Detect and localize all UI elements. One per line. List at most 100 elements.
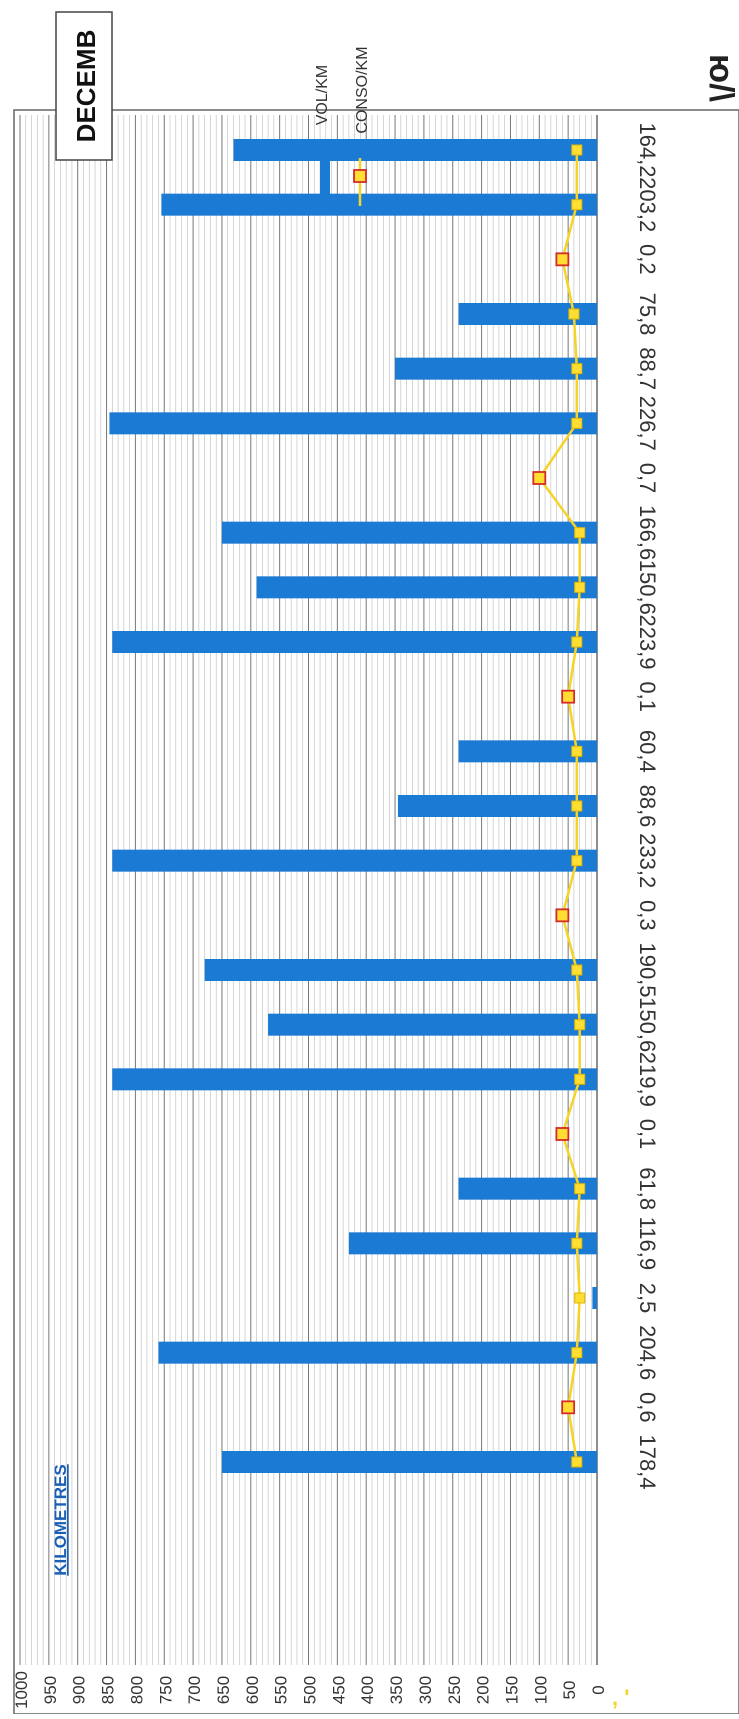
bar bbox=[112, 631, 597, 653]
bar bbox=[256, 576, 597, 599]
line-point bbox=[555, 908, 570, 923]
tick-labels-layer: 0 50 100 150 200 250 300 350 400 450 500 550 600 650 7… bbox=[12, 1671, 608, 1709]
category-label: 0,2 bbox=[635, 244, 660, 275]
category-label: 178,4 bbox=[635, 1434, 660, 1489]
line-point bbox=[571, 964, 583, 976]
tick-label: 150 bbox=[502, 1676, 521, 1704]
bar bbox=[458, 303, 597, 325]
category-label: 88,6 bbox=[635, 785, 660, 828]
category-label: 219,9 bbox=[635, 1052, 660, 1107]
tick-label: 50 bbox=[560, 1681, 579, 1700]
line-point bbox=[555, 1127, 570, 1141]
chart-title: DECEMB bbox=[71, 30, 101, 143]
axis-title: KILOMETRES bbox=[51, 1464, 70, 1575]
line-point bbox=[574, 527, 586, 539]
category-labels-layer: 178,40,6204,62,5116,961,80,1219,9150,619… bbox=[635, 122, 660, 1489]
category-label: 0,6 bbox=[635, 1392, 660, 1423]
category-label: 233,2 bbox=[635, 833, 660, 888]
bar bbox=[458, 740, 597, 763]
legend-vol-label: VOL/KM bbox=[314, 65, 331, 125]
tick-label: 800 bbox=[127, 1676, 146, 1704]
category-label: 61,8 bbox=[635, 1167, 660, 1210]
bar bbox=[348, 1232, 597, 1255]
category-label: 223,9 bbox=[635, 614, 660, 669]
category-label: 203,2 bbox=[635, 177, 660, 232]
line-point bbox=[571, 363, 583, 375]
bar bbox=[221, 1451, 597, 1473]
line-point bbox=[571, 417, 583, 429]
tick-label: 0 bbox=[589, 1685, 608, 1694]
category-label: 2,5 bbox=[635, 1283, 660, 1314]
line-point bbox=[571, 855, 583, 867]
category-label: 204,6 bbox=[635, 1325, 660, 1380]
category-label: 150,6 bbox=[635, 560, 660, 615]
line-point bbox=[571, 800, 583, 812]
tick-label: 650 bbox=[214, 1676, 233, 1704]
line-point bbox=[571, 1456, 583, 1468]
title-box bbox=[55, 11, 113, 161]
bar bbox=[221, 521, 597, 544]
line-point bbox=[571, 636, 583, 648]
tick-label: 400 bbox=[358, 1676, 377, 1704]
tick-label: 900 bbox=[70, 1676, 89, 1704]
category-label: 60,4 bbox=[635, 730, 660, 773]
tick-label: 200 bbox=[474, 1676, 493, 1704]
corner-text: ю/\ bbox=[702, 54, 739, 102]
tick-label: 750 bbox=[156, 1676, 175, 1704]
legend-conso-label: CONSO/KM bbox=[354, 46, 371, 133]
category-label: 0,3 bbox=[635, 900, 660, 931]
line-point bbox=[568, 308, 580, 320]
tick-label: 350 bbox=[387, 1676, 406, 1704]
line-point bbox=[574, 581, 586, 593]
line-point bbox=[574, 1019, 586, 1031]
bar bbox=[397, 795, 597, 817]
line-point bbox=[574, 1183, 586, 1195]
category-label: 0,1 bbox=[635, 681, 660, 712]
category-label: 0,1 bbox=[635, 1119, 660, 1150]
tick-label: 600 bbox=[243, 1676, 262, 1704]
bar bbox=[233, 139, 598, 161]
bar bbox=[204, 959, 597, 981]
category-label: 116,9 bbox=[635, 1217, 660, 1270]
category-label: 164,2 bbox=[635, 122, 660, 177]
tick-label: 500 bbox=[301, 1676, 320, 1704]
line-point bbox=[571, 1347, 583, 1359]
line-point bbox=[532, 471, 547, 485]
grid-layer bbox=[19, 115, 598, 1665]
legend-bar-swatch bbox=[320, 140, 330, 215]
bar bbox=[109, 412, 597, 435]
line-point bbox=[571, 745, 583, 757]
legend-line-marker bbox=[353, 169, 367, 183]
line-point bbox=[574, 1292, 586, 1304]
tick-label: 300 bbox=[416, 1676, 435, 1704]
tick-label: 1000 bbox=[12, 1671, 31, 1709]
tick-label: 700 bbox=[185, 1676, 204, 1704]
bar bbox=[592, 1287, 597, 1309]
category-label: 226,7 bbox=[635, 396, 660, 451]
tick-label: 550 bbox=[272, 1676, 291, 1704]
bar bbox=[458, 1177, 597, 1200]
bar bbox=[158, 1341, 598, 1364]
bar bbox=[395, 357, 597, 380]
bar bbox=[112, 849, 597, 872]
footer-mark: , ' bbox=[612, 1685, 629, 1710]
category-label: 0,7 bbox=[635, 463, 660, 494]
markers-layer bbox=[532, 144, 586, 1468]
line-point bbox=[571, 1237, 583, 1249]
bar bbox=[161, 193, 598, 216]
category-label: 190,5 bbox=[635, 942, 660, 997]
line-point bbox=[574, 1073, 586, 1085]
category-label: 150,6 bbox=[635, 997, 660, 1052]
line-point bbox=[555, 252, 570, 267]
line-point bbox=[571, 199, 583, 211]
tick-label: 850 bbox=[99, 1676, 118, 1704]
line-point bbox=[571, 144, 583, 156]
category-label: 75,8 bbox=[635, 293, 660, 336]
category-label: 166,6 bbox=[635, 505, 660, 560]
tick-label: 100 bbox=[531, 1676, 550, 1704]
bar bbox=[268, 1013, 597, 1036]
line-point bbox=[561, 1400, 576, 1415]
category-label: 88,7 bbox=[635, 347, 660, 390]
